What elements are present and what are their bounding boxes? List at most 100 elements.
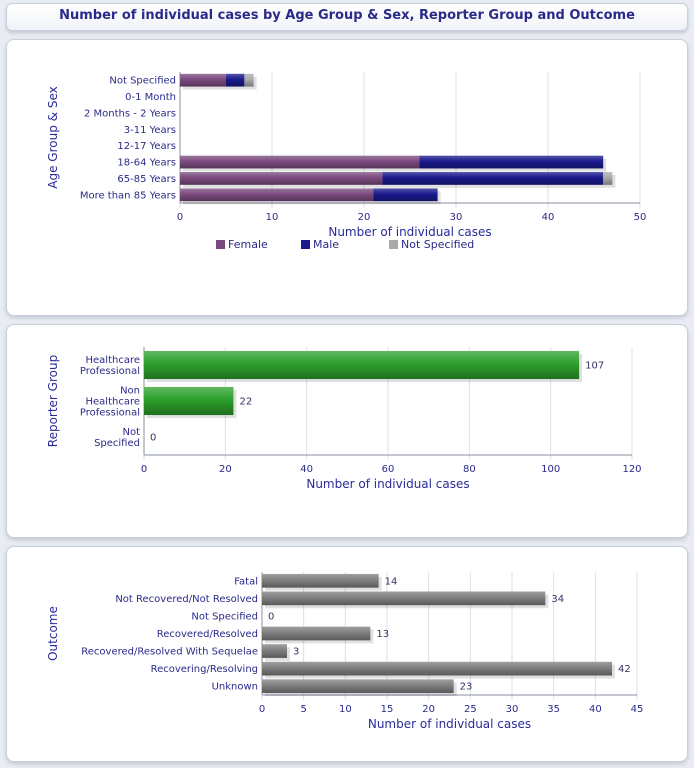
x-tick-label: 20 xyxy=(219,464,232,475)
x-tick-label: 35 xyxy=(547,704,560,715)
legend-label: Not Specified xyxy=(401,238,474,251)
reporter-chart-panel: 0 20 40 60 80 100 120 Healthcare Professional Non… xyxy=(6,324,688,538)
x-tick-label: 10 xyxy=(266,212,279,223)
x-tick-label: 5 xyxy=(300,704,306,715)
x-tick-label: 25 xyxy=(464,704,477,715)
legend-swatch xyxy=(301,240,310,249)
bar-segment xyxy=(373,188,438,202)
data-label: 42 xyxy=(618,664,631,675)
y-category-label-line: Not Specified xyxy=(191,611,258,622)
data-label: 14 xyxy=(385,576,398,587)
age-sex-chart-panel: 0 10 20 30 40 50 Not Specified 0-1 Month 2 Month… xyxy=(6,39,688,316)
y-category-label-line: Recovered/Resolved xyxy=(157,629,258,640)
y-category-label-line: Not Specified xyxy=(109,76,176,87)
y-category-label-line: Professional xyxy=(80,366,140,377)
x-tick-label: 0 xyxy=(177,212,183,223)
y-category-label-line: 12-17 Years xyxy=(117,141,176,152)
bar-segment xyxy=(180,73,226,87)
y-category-label-line: 3-11 Years xyxy=(124,125,176,136)
x-tick-label: 0 xyxy=(141,464,147,475)
y-category-label-line: 18-64 Years xyxy=(117,158,176,169)
y-category-label: 2 Months - 2 Years xyxy=(84,108,176,119)
data-label: 3 xyxy=(293,647,299,658)
y-category-label: Not Specified xyxy=(94,427,140,449)
y-category-label: Recovering/Resolving xyxy=(151,664,258,675)
y-category-label: Not Specified xyxy=(109,76,176,87)
x-tick-label: 10 xyxy=(339,704,352,715)
y-axis-title: Age Group & Sex xyxy=(46,86,60,188)
bar xyxy=(262,626,371,641)
bar xyxy=(262,644,287,658)
bar-segment xyxy=(180,188,374,202)
y-category-label: 3-11 Years xyxy=(124,125,176,136)
legend-swatch xyxy=(389,240,398,249)
y-category-label-line: Recovering/Resolving xyxy=(151,664,258,675)
age-sex-chart: 0 10 20 30 40 50 Not Specified 0-1 Month 2 Month… xyxy=(46,72,646,251)
data-label: 107 xyxy=(585,361,604,372)
y-category-label: Healthcare Professional xyxy=(80,355,140,377)
bar xyxy=(262,661,612,676)
x-tick-label: 0 xyxy=(259,704,265,715)
y-category-label-line: 65-85 Years xyxy=(117,174,176,185)
y-category-label-line: Fatal xyxy=(234,576,258,587)
legend-label: Male xyxy=(313,238,339,251)
x-tick-label: 30 xyxy=(450,212,463,223)
y-category-label: 12-17 Years xyxy=(117,141,176,152)
y-category-label: Recovered/Resolved With Sequelae xyxy=(81,647,258,658)
y-category-label-line: Professional xyxy=(80,408,140,419)
y-category-label: Recovered/Resolved xyxy=(157,629,258,640)
bar-segment xyxy=(382,172,604,185)
x-tick-label: 100 xyxy=(541,464,560,475)
data-label: 34 xyxy=(551,594,564,605)
x-axis-title: Number of individual cases xyxy=(368,717,531,731)
y-category-label-line: Healthcare xyxy=(85,355,140,366)
y-category-label-line: Unknown xyxy=(212,682,258,693)
legend-label: Female xyxy=(228,238,268,251)
y-category-label-line: More than 85 Years xyxy=(80,190,176,201)
x-tick-label: 80 xyxy=(463,464,476,475)
y-category-label-line: Non xyxy=(120,386,140,397)
bar xyxy=(144,350,580,380)
y-category-label-line: 0-1 Month xyxy=(125,92,176,103)
data-label: 23 xyxy=(460,682,473,693)
bar xyxy=(262,573,379,588)
bar-segment xyxy=(180,172,383,185)
data-label: 0 xyxy=(150,433,156,444)
y-category-label: Unknown xyxy=(212,682,258,693)
x-tick-label: 20 xyxy=(358,212,371,223)
x-tick-label: 30 xyxy=(506,704,519,715)
bar-segment xyxy=(244,73,254,87)
bar xyxy=(262,591,546,606)
x-tick-label: 40 xyxy=(542,212,555,223)
bar xyxy=(144,386,234,416)
page-title: Number of individual cases by Age Group … xyxy=(6,3,688,31)
y-category-label-line: Not Recovered/Not Resolved xyxy=(115,594,258,605)
x-tick-label: 45 xyxy=(631,704,644,715)
bar-segment xyxy=(226,73,245,87)
y-category-label: More than 85 Years xyxy=(80,190,176,201)
x-tick-label: 120 xyxy=(622,464,641,475)
y-category-label-line: Specified xyxy=(94,438,140,449)
data-label: 13 xyxy=(376,629,389,640)
x-axis-title: Number of individual cases xyxy=(328,225,491,239)
data-label: 0 xyxy=(268,611,274,622)
legend-swatch xyxy=(216,240,225,249)
outcome-chart-panel: 0 5 10 15 20 25 30 35 40 45 Fatal Not Recovered/Not… xyxy=(6,546,688,762)
y-category-label-line: Recovered/Resolved With Sequelae xyxy=(81,647,258,658)
bar-segment xyxy=(603,172,613,185)
y-category-label: 18-64 Years xyxy=(117,158,176,169)
x-tick-label: 60 xyxy=(382,464,395,475)
y-category-label: 65-85 Years xyxy=(117,174,176,185)
y-category-label-line: Not xyxy=(122,427,140,438)
data-label: 22 xyxy=(239,397,252,408)
x-tick-label: 40 xyxy=(589,704,602,715)
y-category-label-line: 2 Months - 2 Years xyxy=(84,108,176,119)
y-axis-title: Reporter Group xyxy=(46,355,60,447)
bar-segment xyxy=(419,155,604,169)
x-tick-label: 20 xyxy=(422,704,435,715)
y-category-label: Fatal xyxy=(234,576,258,587)
y-category-label: Not Recovered/Not Resolved xyxy=(115,594,258,605)
y-axis-title: Outcome xyxy=(46,606,60,661)
